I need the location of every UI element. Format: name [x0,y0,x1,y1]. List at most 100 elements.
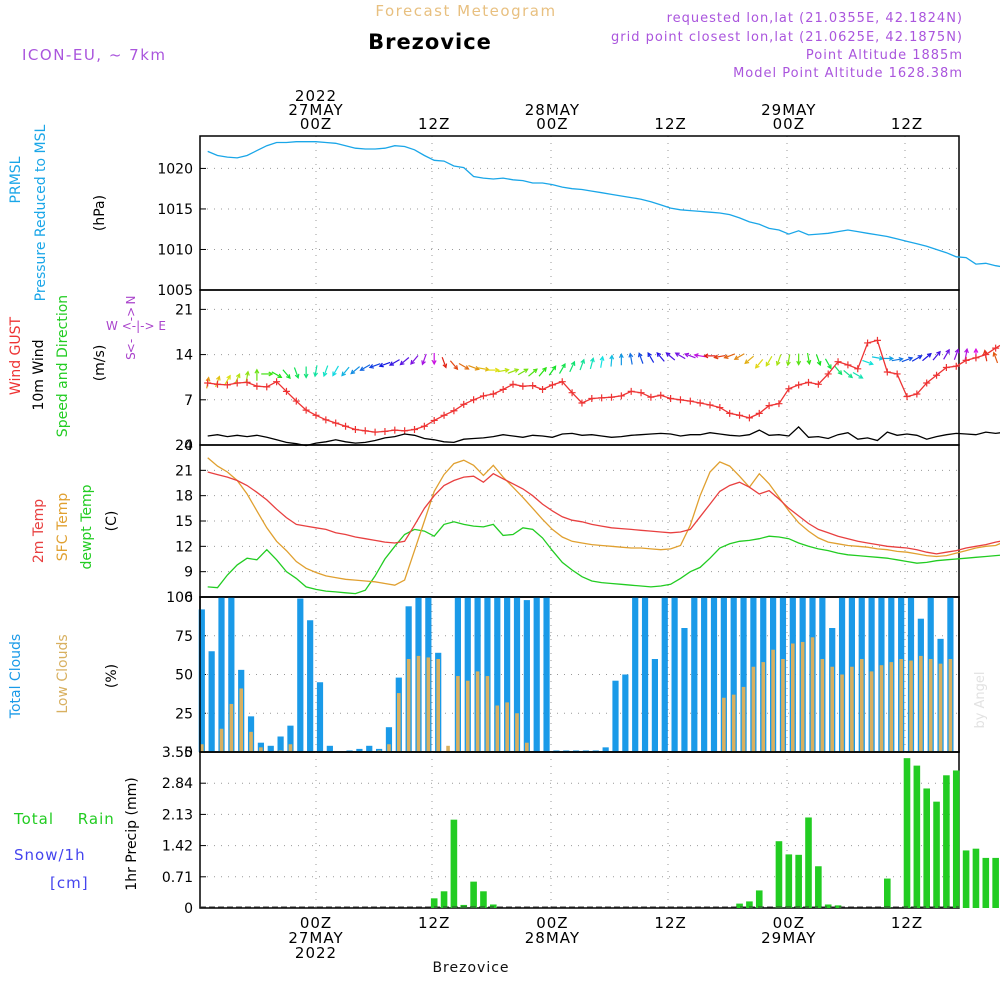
temp-unit: (C) [104,511,120,532]
bottom-time-label: 00Z [300,914,332,932]
wind-arrow-head [733,355,739,360]
wind-arrow-head [205,376,211,382]
wind-arrow-head [254,368,260,374]
wind-arrow-head [785,361,791,367]
bottom-time-label: 28MAY [525,929,580,947]
total-cloud-bar [307,620,314,752]
wind-arrow-head [431,360,437,366]
wind-arrow-head [806,359,812,366]
wind-arrow [528,368,538,377]
requested-coords: requested lon,lat (21.0355E, 42.1824N) [667,11,963,26]
total-cloud-bar [316,682,324,752]
total-cloud-bar [504,597,511,752]
wind-arrow [843,369,853,378]
wind-arrow [675,352,686,360]
pressure-tick-label: 1020 [157,161,193,177]
total-cloud-bar [385,727,393,752]
low-cloud-bar [219,728,224,752]
low-cloud-bar [239,688,243,752]
wind-gust-marker [450,407,458,415]
wind-arrow-head [453,365,459,371]
clouds-panel: 0 25 50 75 100 Total Clouds Low Clouds (%) [8,590,960,761]
temp-tick-label: 24 [175,438,193,454]
pressure-label-long: Pressure Reduced to MSL [33,124,49,301]
wind-arrow [507,368,519,374]
top-time-label: 00Z [536,115,568,133]
rain-bar [992,857,999,908]
wind-gust-marker [696,399,704,407]
wind-arrow-head [235,373,241,379]
wind-gust-marker [342,422,350,430]
wind-gust-marker [214,380,221,388]
wind-arrow-head [350,369,356,375]
low-cloud-bar [889,662,894,752]
wind-arrow [569,361,575,373]
pressure-panel: 1005 1010 1015 1020 PRMSL Pressure Reduced to… [8,124,1000,301]
t2m-label: 2m Temp [31,499,47,563]
wind-arrow [834,365,843,375]
wind-arrow-head [532,368,538,374]
low-cloud-bar [416,655,421,752]
sfc-label: SFC Temp [55,493,71,562]
total-cloud-bar [513,597,521,752]
total-cloud-bar [573,750,580,752]
wind-gust-marker [440,411,448,419]
wind-arrow [862,359,873,365]
precip-frame [199,751,960,909]
low-cloud-bar [485,676,490,752]
total-cloud-bar [297,598,304,752]
total-cloud-bar [454,597,461,752]
wind-arrow [271,371,282,378]
wind-arrow-head [693,353,699,358]
low-cloud-bar [456,676,460,752]
top-time-label: 28MAY [525,101,580,119]
model-altitude: Model Point Altitude 1628.38m [733,66,963,81]
low-cloud-bar [859,659,864,752]
rain-bar [746,901,753,908]
wind-arrow [724,353,736,359]
low-cloud-bar [879,665,884,752]
wind-gust-marker [923,379,931,387]
wind-gust-marker [942,364,950,371]
total-cloud-bar [622,674,629,752]
wind-arrow-head [954,348,960,354]
footer-location: Brezovice [432,960,509,976]
rain-bar [952,770,960,908]
top-time-label: 29MAY [761,101,816,119]
wind-arrow-head [599,355,605,361]
top-time-label: 2022 [295,87,337,105]
wind-gust-marker [401,427,409,435]
wind-gust-marker [726,409,734,417]
wind-arrow [824,358,832,369]
wind-gust-marker [322,416,330,424]
wind-arrow-head [504,367,510,373]
wind-arrow-head [421,360,426,366]
wind-gust-marker [489,390,497,398]
wind-arrow [610,355,613,367]
wind-arrow [410,355,419,365]
low-cloud-bar [850,666,854,752]
bottom-time-label: 29MAY [761,929,816,947]
wind-arrow [282,369,291,379]
rain-bar [795,854,802,908]
top-time-label: 27MAY [288,101,343,119]
low-cloud-bar [909,660,913,752]
wind-arrow [852,371,863,379]
wind-arrow [815,354,821,366]
wind-arrow [341,366,350,376]
total-cloud-bar [218,597,225,752]
wind-arrow [911,355,922,362]
pressure-label: PRMSL [8,156,24,203]
wind-unit: (m/s) [92,345,108,382]
rain-bar [943,775,950,908]
low-cloud-bar [722,697,726,752]
wind-arrow-head [683,352,690,358]
rain-bar [736,903,743,908]
total-cloud-bar [494,597,501,752]
total-cloud-bar [592,750,599,752]
wind-gust-marker [351,426,359,433]
wind-gust-marker [539,385,547,393]
wind-arrow [293,367,299,379]
